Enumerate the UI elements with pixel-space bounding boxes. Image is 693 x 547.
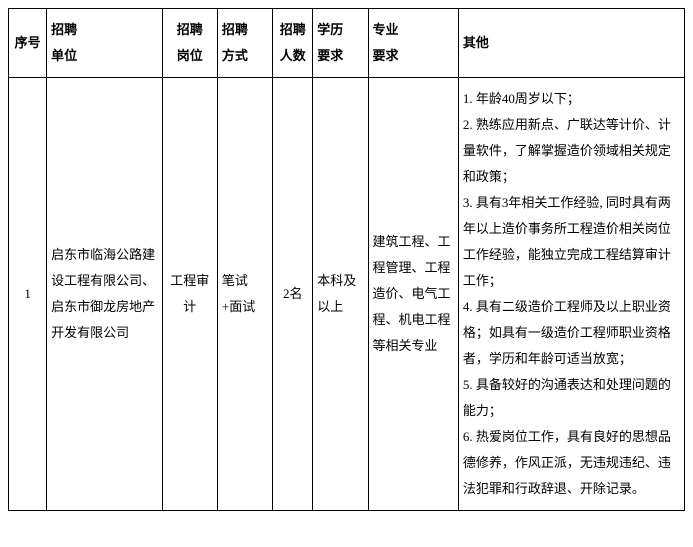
other-item: 2. 熟练应用新点、广联达等计价、计量软件，了解掌握造价领域相关规定和政策； bbox=[463, 112, 680, 190]
other-item: 1. 年龄40周岁以下； bbox=[463, 86, 680, 112]
other-item: 3. 具有3年相关工作经验, 同时具有两年以上造价事务所工程造价相关岗位工作经验… bbox=[463, 190, 680, 294]
cell-other: 1. 年龄40周岁以下； 2. 熟练应用新点、广联达等计价、计量软件，了解掌握造… bbox=[458, 78, 684, 511]
header-count: 招聘 人数 bbox=[273, 9, 313, 78]
cell-seq: 1 bbox=[9, 78, 47, 511]
header-seq: 序号 bbox=[9, 9, 47, 78]
other-item: 5. 具备较好的沟通表达和处理问题的能力； bbox=[463, 372, 680, 424]
header-method: 招聘 方式 bbox=[217, 9, 272, 78]
cell-edu: 本科及以上 bbox=[313, 78, 368, 511]
header-unit: 招聘 单位 bbox=[47, 9, 163, 78]
header-edu: 学历 要求 bbox=[313, 9, 368, 78]
other-item: 4. 具有二级造价工程师及以上职业资格；如具有一级造价工程师职业资格者，学历和年… bbox=[463, 294, 680, 372]
cell-unit: 启东市临海公路建设工程有限公司、启东市御龙房地产开发有限公司 bbox=[47, 78, 163, 511]
cell-method: 笔试+面试 bbox=[217, 78, 272, 511]
cell-major: 建筑工程、工程管理、工程造价、电气工程、机电工程等相关专业 bbox=[368, 78, 458, 511]
table-header-row: 序号 招聘 单位 招聘 岗位 招聘 方式 招聘 人数 学历 要求 专业 要求 其… bbox=[9, 9, 685, 78]
table-row: 1 启东市临海公路建设工程有限公司、启东市御龙房地产开发有限公司 工程审计 笔试… bbox=[9, 78, 685, 511]
recruitment-table: 序号 招聘 单位 招聘 岗位 招聘 方式 招聘 人数 学历 要求 专业 要求 其… bbox=[8, 8, 685, 511]
cell-position: 工程审计 bbox=[162, 78, 217, 511]
cell-count: 2名 bbox=[273, 78, 313, 511]
header-other: 其他 bbox=[458, 9, 684, 78]
header-major: 专业 要求 bbox=[368, 9, 458, 78]
other-item: 6. 热爱岗位工作，具有良好的思想品德修养，作风正派，无违规违纪、违法犯罪和行政… bbox=[463, 424, 680, 502]
header-position: 招聘 岗位 bbox=[162, 9, 217, 78]
